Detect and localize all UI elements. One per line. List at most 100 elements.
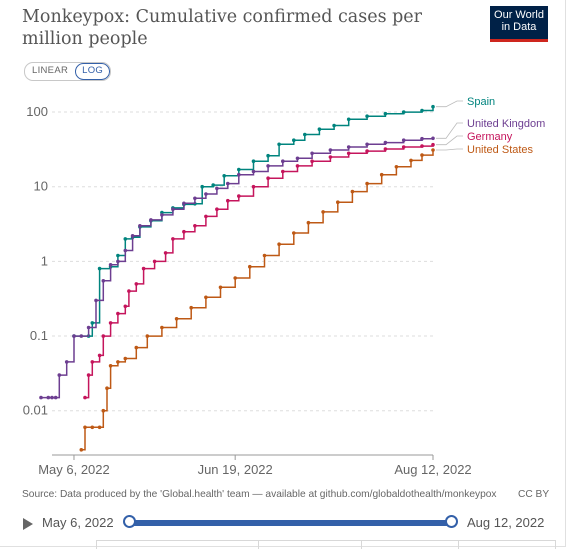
data-point-germany — [141, 266, 146, 271]
data-point-spain — [383, 111, 388, 116]
x-tick-label: Jun 19, 2022 — [198, 462, 273, 477]
data-point-germany — [127, 289, 131, 293]
scale-toggle[interactable]: LINEAR LOG — [24, 62, 112, 81]
data-point-uk — [57, 373, 62, 377]
data-point-uk — [328, 148, 333, 152]
data-point-us — [379, 172, 384, 177]
data-point-spain — [292, 138, 296, 142]
data-point-germany — [90, 360, 95, 364]
data-point-uk — [401, 138, 406, 142]
data-point-uk — [365, 142, 369, 147]
data-point-spain — [211, 183, 215, 187]
data-point-us — [248, 264, 252, 269]
timeline-start-handle[interactable] — [123, 515, 136, 528]
data-point-germany — [193, 224, 197, 228]
data-point-uk — [72, 334, 76, 338]
data-point-us — [292, 231, 296, 235]
timeline: May 6, 2022 Aug 12, 2022 — [0, 510, 567, 538]
data-point-spain — [200, 184, 204, 189]
data-point-germany — [251, 184, 256, 189]
license-link[interactable]: CC BY — [518, 489, 550, 500]
data-point-germany — [365, 149, 369, 153]
data-point-uk — [50, 395, 54, 400]
data-point-germany — [83, 395, 87, 400]
data-point-germany — [182, 229, 186, 234]
data-point-us — [174, 317, 179, 321]
y-axis-ticks: 0.01 0.1 1 10 100 — [23, 104, 48, 418]
label-connector-us — [436, 148, 463, 151]
data-point-germany — [134, 282, 139, 286]
data-point-spain — [97, 266, 102, 271]
data-point-uk — [79, 334, 84, 338]
series-line-germany — [85, 144, 434, 399]
series-label-us: United States — [467, 144, 534, 156]
y-tick-label: 10 — [34, 179, 48, 194]
y-tick-label: 100 — [26, 104, 48, 119]
chart-series — [39, 104, 435, 452]
y-tick-label: 0.1 — [30, 328, 48, 343]
data-point-germany — [152, 259, 157, 264]
data-point-uk — [420, 136, 424, 141]
data-point-uk — [130, 234, 135, 238]
label-connector-spain — [436, 100, 463, 108]
data-point-spain — [365, 114, 369, 118]
timeline-end-handle[interactable] — [445, 515, 458, 528]
data-point-us — [262, 253, 267, 258]
data-point-germany — [171, 237, 175, 241]
data-point-germany — [420, 144, 424, 148]
data-point-germany — [163, 251, 168, 255]
data-point-germany — [401, 145, 406, 149]
data-point-us — [105, 386, 109, 391]
data-point-uk — [39, 395, 43, 400]
data-point-uk — [46, 395, 51, 400]
data-point-us — [409, 158, 413, 163]
data-point-spain — [90, 321, 95, 325]
series-line-spain — [74, 106, 434, 337]
data-point-us — [134, 345, 139, 350]
data-point-germany — [123, 304, 128, 309]
data-point-uk — [123, 248, 128, 253]
data-point-uk — [86, 325, 91, 330]
data-point-germany — [346, 151, 351, 156]
data-point-uk — [383, 140, 388, 145]
data-point-us — [306, 220, 311, 225]
data-point-us — [108, 364, 113, 368]
data-point-uk — [251, 169, 256, 174]
series-label-uk: United Kingdom — [467, 118, 545, 130]
data-point-us — [90, 425, 95, 430]
data-point-uk — [204, 192, 208, 196]
data-point-germany — [266, 176, 270, 180]
data-point-germany — [310, 159, 314, 163]
data-point-uk — [149, 218, 153, 222]
data-point-us — [189, 305, 193, 310]
data-point-germany — [431, 142, 435, 147]
data-point-spain — [251, 159, 256, 163]
data-point-us — [336, 200, 340, 204]
data-point-uk — [193, 196, 197, 201]
series-line-us — [81, 150, 434, 451]
data-point-spain — [317, 127, 322, 131]
data-point-uk — [266, 164, 270, 168]
data-point-germany — [281, 169, 285, 174]
data-point-uk — [101, 279, 106, 283]
data-point-us — [350, 189, 355, 194]
data-point-us — [233, 276, 237, 280]
data-point-spain — [332, 123, 336, 128]
owid-logo[interactable]: Our World in Data — [490, 6, 548, 42]
play-icon[interactable] — [23, 518, 33, 530]
label-connector-germany — [436, 135, 463, 146]
timeline-start-date: May 6, 2022 — [42, 515, 114, 530]
data-point-uk — [237, 172, 241, 177]
data-point-uk — [431, 136, 435, 141]
data-point-us — [101, 408, 106, 413]
data-point-uk — [182, 201, 186, 206]
linear-scale-button[interactable]: LINEAR — [32, 65, 69, 76]
log-scale-button[interactable]: LOG — [75, 63, 111, 80]
y-tick-label: 0.01 — [23, 403, 48, 418]
source-note: Source: Data produced by the 'Global.hea… — [22, 489, 497, 500]
data-point-spain — [116, 253, 120, 258]
data-point-spain — [222, 174, 226, 178]
data-point-uk — [281, 159, 285, 163]
timeline-track[interactable] — [130, 520, 452, 526]
